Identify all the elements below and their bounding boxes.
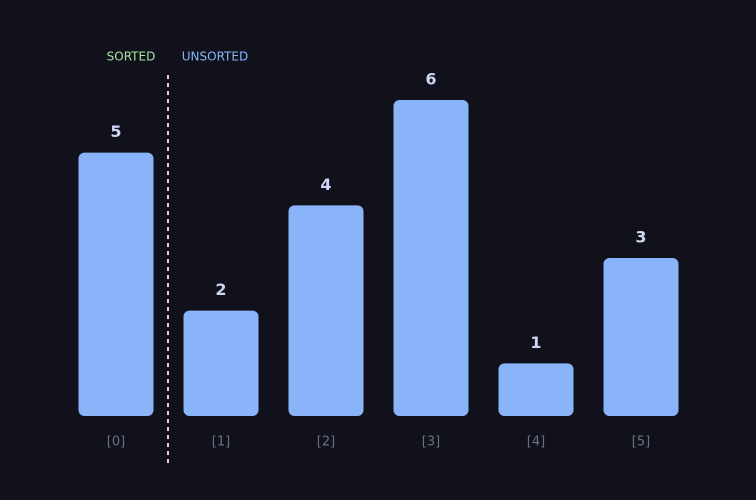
bar <box>498 363 574 416</box>
x-tick-label: [0] <box>107 435 125 450</box>
unsorted-label: UNSORTED <box>182 50 248 64</box>
sorted-label: SORTED <box>107 50 156 64</box>
value-label: 5 <box>110 122 121 141</box>
x-tick-label: [4] <box>527 435 545 450</box>
value-label: 2 <box>215 280 226 299</box>
x-tick-label: [5] <box>632 435 650 450</box>
bar <box>603 258 679 416</box>
value-label: 1 <box>530 333 541 352</box>
value-label: 4 <box>320 175 331 194</box>
bar <box>393 100 469 416</box>
value-label: 3 <box>635 228 646 247</box>
x-tick-label: [1] <box>212 435 230 450</box>
value-label: 6 <box>425 70 436 89</box>
bar <box>183 310 259 416</box>
bar <box>78 152 154 416</box>
x-tick-label: [2] <box>317 435 335 450</box>
x-tick-label: [3] <box>422 435 440 450</box>
bar <box>288 205 364 416</box>
